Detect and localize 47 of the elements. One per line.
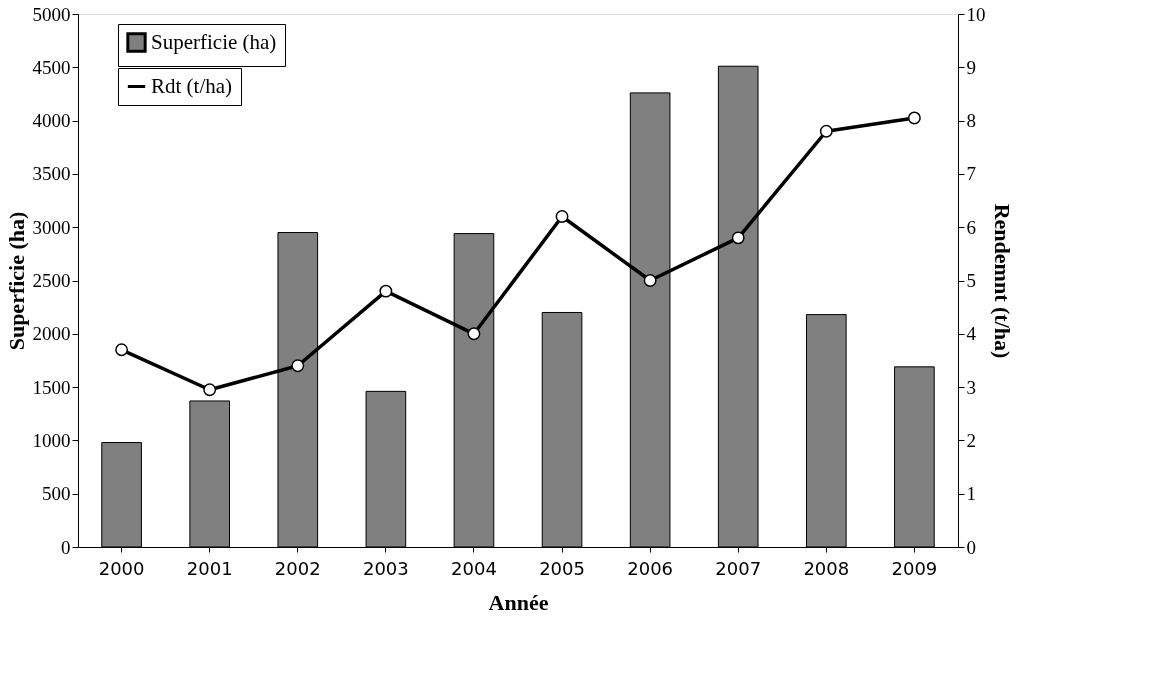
- y-tick-label: 4000: [32, 110, 71, 132]
- legend-label: Superficie (ha): [151, 29, 277, 54]
- point: [731, 231, 745, 245]
- x-tick-label: 2008: [803, 557, 850, 579]
- y2-tick-label: 0: [966, 536, 976, 558]
- y2-axis-title: Rendemnt (t/ha): [989, 203, 1015, 359]
- legend-label: Rdt (t/ha): [151, 73, 233, 98]
- y-tick-label: 2500: [32, 270, 71, 291]
- y2-tick-label: 9: [966, 56, 976, 78]
- y-tick-label: 4500: [32, 56, 71, 78]
- y-tick-label: 0: [61, 536, 71, 558]
- y-tick-label: 500: [42, 483, 71, 505]
- x-tick-label: 2002: [274, 557, 321, 579]
- x-tick-label: 2005: [539, 557, 585, 579]
- y-axis-title: Superficie (ha): [3, 211, 29, 351]
- y2-tick-label: 3: [966, 376, 976, 398]
- point: [467, 327, 481, 341]
- point: [819, 124, 833, 138]
- x-tick-label: 2003: [362, 557, 409, 579]
- point: [203, 383, 217, 397]
- x-tick-label: 2001: [186, 557, 233, 579]
- x-tick-label: 2006: [627, 557, 674, 579]
- y-tick-label: 3500: [32, 163, 71, 185]
- y-tick-label: 1500: [32, 376, 71, 398]
- x-tick-label: 2004: [451, 557, 497, 579]
- y2-tick-label: 6: [966, 216, 976, 238]
- y-tick-label: 2000: [32, 323, 71, 345]
- y-tick-label: 5000: [32, 3, 71, 25]
- y2-tick-label: 2: [966, 429, 976, 451]
- y-tick-label: 3000: [32, 216, 71, 238]
- x-tick-label: 2009: [891, 557, 938, 579]
- y2-tick-label: 10: [966, 3, 986, 25]
- y-tick-label: 1000: [32, 429, 71, 451]
- point: [555, 210, 569, 223]
- x-tick-label: 2007: [715, 557, 762, 579]
- y2-tick-label: 7: [966, 163, 976, 185]
- x-tick-label: 2000: [98, 557, 145, 579]
- y2-tick-label: 8: [966, 110, 976, 132]
- y2-tick-label: 1: [966, 483, 976, 505]
- y2-tick-label: 5: [966, 270, 976, 291]
- point: [643, 274, 657, 287]
- y2-tick-label: 4: [966, 323, 977, 345]
- point: [379, 284, 393, 298]
- point: [115, 343, 129, 357]
- point: [907, 111, 921, 125]
- point: [291, 359, 305, 373]
- x-axis-title: Année: [488, 589, 549, 615]
